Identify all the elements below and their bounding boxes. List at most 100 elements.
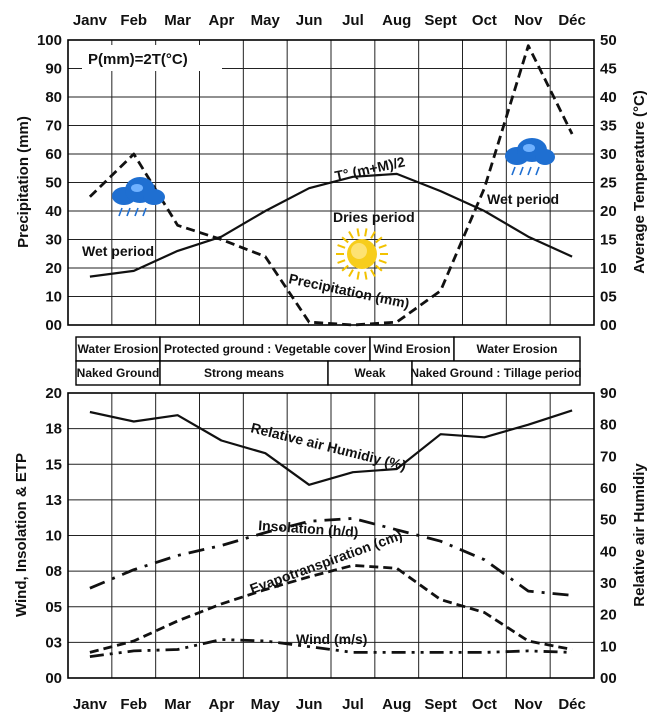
table-cell <box>327 360 413 386</box>
bottom-y2-tick-label: 20 <box>600 607 617 624</box>
bottom-y-tick-label: 15 <box>45 456 62 473</box>
top-chart-frame <box>67 39 595 326</box>
sun-ray <box>356 228 360 237</box>
bottom-y2-tick-label: 80 <box>600 417 617 434</box>
top-y-tick-label: 10 <box>45 289 62 306</box>
month-label: Mar <box>164 12 191 29</box>
top-y2-tick-label: 00 <box>600 317 617 334</box>
top-y2-tick-label: 35 <box>600 118 617 135</box>
table-cell <box>75 336 161 362</box>
sun-ray <box>337 259 346 264</box>
sun-ray <box>378 244 387 249</box>
bottom-month-axis: Janv Feb Mar Apr May Jun Jul Aug Sept Oct Nov Déc <box>73 696 586 713</box>
rain-cloud-icon-left <box>112 177 165 217</box>
wet-period-label-right: Wet period <box>487 191 559 207</box>
table-cell-text: Water Erosion <box>78 342 159 356</box>
top-series-line-2 <box>88 44 574 327</box>
month-label: Jun <box>296 696 323 713</box>
sun-ray <box>348 269 354 278</box>
month-label: Jul <box>342 696 364 713</box>
table-cell-text: Weak <box>354 366 385 380</box>
table-cell-text: Naked Ground : Tillage period <box>410 366 581 380</box>
sun-ray <box>341 264 349 272</box>
bottom-y2-tick-label: 60 <box>600 480 617 497</box>
month-label: May <box>251 696 281 713</box>
top-y-tick-label: 90 <box>45 61 62 78</box>
wind-series-label: Wind (m/s) <box>296 631 367 647</box>
month-label: Oct <box>472 12 497 29</box>
month-label: Mar <box>164 696 191 713</box>
bottom-chart-grid <box>68 393 594 678</box>
bottom-y-axis-title: Wind, Insolation & ETP <box>13 453 30 617</box>
bottom-y-tick-label: 03 <box>45 634 62 651</box>
month-label: Apr <box>208 696 234 713</box>
sun-ray <box>375 236 383 244</box>
bottom-y2-tick-label: 90 <box>600 385 617 402</box>
insolation-series-label: Insolation (h/d) <box>258 517 359 540</box>
bottom-series-line-4 <box>89 638 573 658</box>
top-y-tick-label: 00 <box>45 317 62 334</box>
bottom-y-tick-label: 18 <box>45 421 62 438</box>
top-y-tick-label: 70 <box>45 118 62 135</box>
sun-ray <box>337 244 346 249</box>
sun-ray <box>348 230 354 239</box>
top-left-tick-labels: 00 10 20 30 40 50 60 70 80 90 100 <box>37 32 62 334</box>
month-label: Jul <box>342 12 364 29</box>
sun-ray <box>370 269 376 278</box>
top-y2-axis-title: Average Temperature (°C) <box>631 90 648 274</box>
formula-label: P(mm)=2T(°C) <box>88 51 188 68</box>
month-label: Feb <box>120 12 147 29</box>
top-right-tick-labels: 00 05 10 15 20 25 30 35 40 45 50 <box>600 32 617 334</box>
bottom-y2-tick-label: 70 <box>600 448 617 465</box>
table-cell <box>369 336 455 362</box>
table-cell-text: Water Erosion <box>477 342 558 356</box>
wet-period-label-left: Wet period <box>82 243 154 259</box>
top-y2-tick-label: 05 <box>600 289 617 306</box>
bottom-y-tick-label: 13 <box>45 492 62 509</box>
table-cell <box>159 336 371 362</box>
month-label: Nov <box>514 696 543 713</box>
bottom-y2-tick-label: 50 <box>600 512 617 529</box>
table-cell <box>75 360 161 386</box>
month-label: Janv <box>73 12 108 29</box>
bottom-y-tick-label: 00 <box>45 670 62 687</box>
bottom-series-layer <box>89 409 573 658</box>
formula-box <box>82 45 222 71</box>
top-y-tick-label: 40 <box>45 203 62 220</box>
top-y2-tick-label: 30 <box>600 146 617 163</box>
table-cell <box>411 360 581 386</box>
bottom-y2-tick-label: 00 <box>600 670 617 687</box>
humidity-series-label: Relative air Humidiy (%) <box>249 419 408 473</box>
month-label: Apr <box>208 12 234 29</box>
top-y-tick-label: 50 <box>45 175 62 192</box>
bottom-y2-tick-label: 10 <box>600 638 617 655</box>
bottom-y-tick-label: 05 <box>45 599 62 616</box>
precipitation-temperature-chart: 00 10 20 30 40 50 60 70 80 90 100 00 05 10 15 20 25 30 35… <box>15 32 648 334</box>
month-label: Déc <box>558 696 586 713</box>
table-cell <box>159 360 329 386</box>
sun-ray <box>378 259 387 264</box>
top-y2-tick-label: 20 <box>600 203 617 220</box>
month-label: Sept <box>424 12 457 29</box>
month-label: Jun <box>296 12 323 29</box>
top-y-axis-title: Precipitation (mm) <box>15 116 32 248</box>
bottom-y-tick-label: 10 <box>45 528 62 545</box>
bottom-y2-axis-title: Relative air Humidiy <box>631 463 648 607</box>
month-label: Déc <box>558 12 586 29</box>
sun-ray <box>341 236 349 244</box>
top-month-axis: Janv Feb Mar Apr May Jun Jul Aug Sept Oct Nov Déc <box>73 12 586 29</box>
top-series-line-1 <box>89 172 573 278</box>
top-y2-tick-label: 15 <box>600 232 617 249</box>
bottom-series-line-1 <box>89 409 573 486</box>
table-cell-text: Strong means <box>204 366 284 380</box>
month-label: Nov <box>514 12 543 29</box>
top-chart-grid <box>68 40 594 325</box>
top-y2-tick-label: 50 <box>600 32 617 49</box>
table-cell-text: Naked Ground <box>77 366 160 380</box>
month-label: Aug <box>382 12 411 29</box>
sun-ray <box>364 271 368 280</box>
month-label: Oct <box>472 696 497 713</box>
top-y2-tick-label: 40 <box>600 89 617 106</box>
